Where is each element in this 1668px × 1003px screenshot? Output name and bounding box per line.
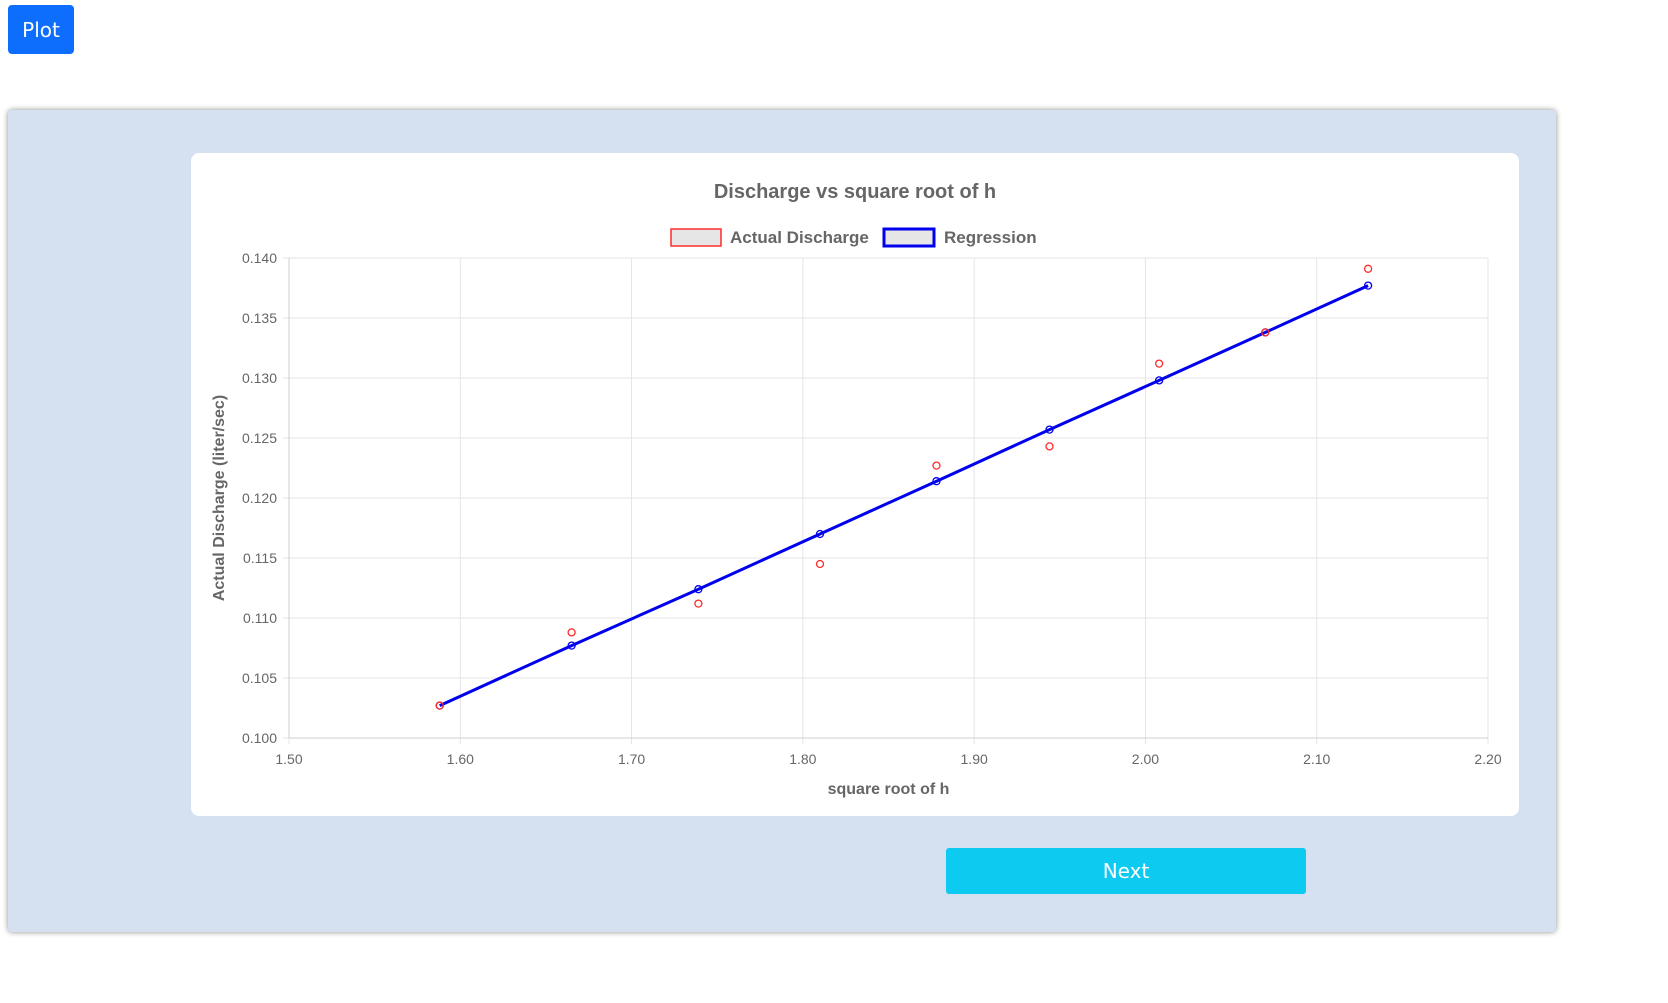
y-tick-label: 0.100 xyxy=(242,730,277,746)
actual-discharge-point xyxy=(815,559,825,569)
regression-point xyxy=(1154,376,1164,385)
legend-label-actual: Actual Discharge xyxy=(730,228,869,247)
regression-line xyxy=(439,284,1369,707)
plot-button[interactable]: Plot xyxy=(8,5,74,54)
x-tick-label: 1.90 xyxy=(961,751,988,767)
x-axis-title: square root of h xyxy=(828,781,950,798)
y-tick-label: 0.140 xyxy=(242,250,277,266)
x-tick-label: 1.60 xyxy=(447,751,474,767)
actual-discharge-point xyxy=(1045,442,1054,451)
regression-point xyxy=(815,529,825,539)
x-tick-label: 2.10 xyxy=(1303,751,1330,767)
y-tick-label: 0.125 xyxy=(242,430,277,446)
actual-discharge-point xyxy=(435,701,444,710)
legend-swatch-regression xyxy=(882,227,936,248)
y-tick-label: 0.115 xyxy=(243,550,277,566)
actual-discharge-point xyxy=(1261,328,1270,337)
next-button[interactable]: Next xyxy=(946,848,1306,894)
actual-discharge-point xyxy=(1154,359,1164,368)
discharge-chart: 1.50 1.60 1.70 1.80 1.90 2.00 2.10 2.20 0.100 0.1… xyxy=(211,181,1502,798)
x-tick-label: 2.20 xyxy=(1474,751,1501,767)
legend-label-regression: Regression xyxy=(944,228,1037,247)
regression-point xyxy=(1363,281,1373,290)
actual-discharge-point xyxy=(1363,264,1373,273)
x-tick-label: 1.80 xyxy=(789,751,816,767)
actual-discharge-point xyxy=(694,599,703,608)
x-tick-label: 2.00 xyxy=(1132,751,1159,767)
y-axis-title: Actual Discharge (liter/sec) xyxy=(211,395,228,601)
y-tick-label: 0.105 xyxy=(242,670,277,686)
x-tick-label: 1.50 xyxy=(275,751,302,767)
x-tick-label: 1.70 xyxy=(618,751,645,767)
y-tick-label: 0.110 xyxy=(243,610,277,626)
actual-discharge-point xyxy=(567,628,576,637)
legend-swatch-actual xyxy=(670,228,722,247)
y-tick-label: 0.130 xyxy=(242,370,277,386)
regression-point xyxy=(694,585,703,594)
chart-card: 1.50 1.60 1.70 1.80 1.90 2.00 2.10 2.20 0.100 0.1… xyxy=(191,153,1519,816)
y-tick-label: 0.120 xyxy=(242,490,277,506)
regression-point xyxy=(1045,425,1054,434)
actual-discharge-point xyxy=(932,461,941,470)
chart-title: Discharge vs square root of h xyxy=(714,181,996,203)
regression-point xyxy=(567,641,576,650)
y-tick-label: 0.135 xyxy=(242,310,277,326)
chart-panel: 1.50 1.60 1.70 1.80 1.90 2.00 2.10 2.20 0.100 0.1… xyxy=(8,110,1556,932)
regression-point xyxy=(932,477,941,486)
